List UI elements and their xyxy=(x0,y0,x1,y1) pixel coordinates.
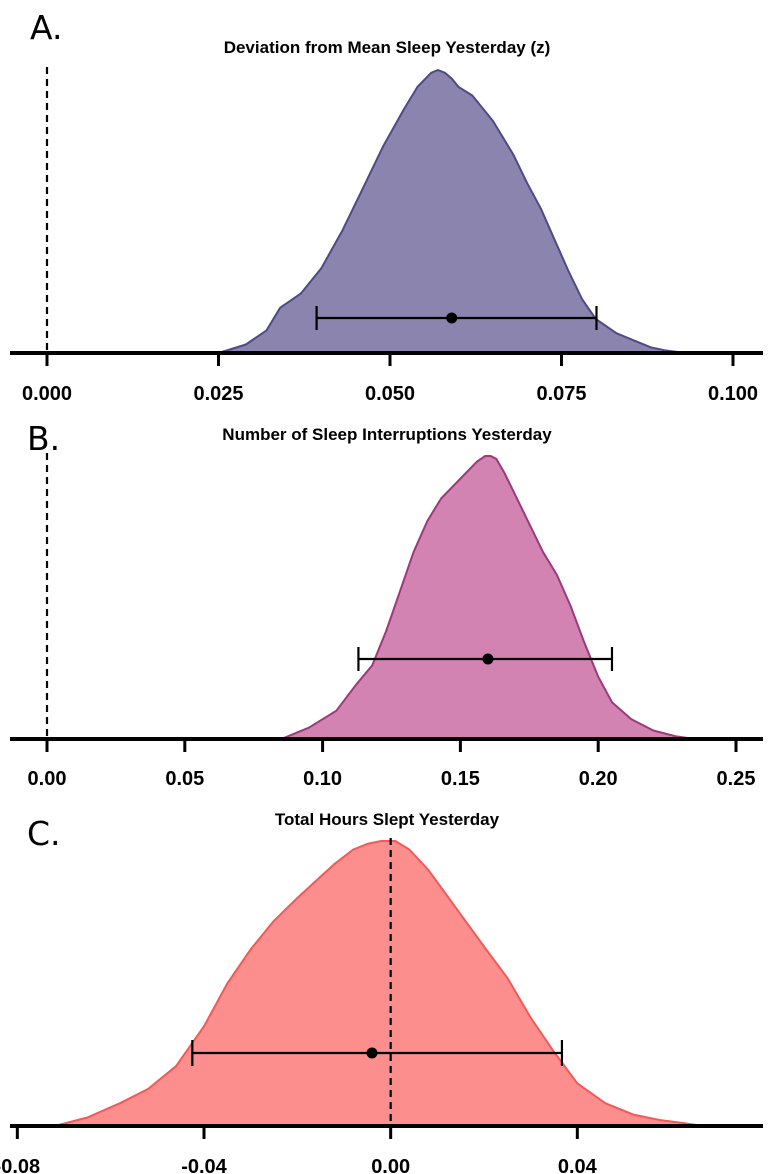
x-tick-label: 0.000 xyxy=(22,383,72,405)
panel-a: A. Deviation from Mean Sleep Yesterday (… xyxy=(10,8,763,405)
panel-title: Total Hours Slept Yesterday xyxy=(275,810,500,829)
point-estimate xyxy=(366,1047,378,1059)
density-area xyxy=(53,840,705,1127)
x-tick-label: 0.100 xyxy=(708,383,758,405)
density-area xyxy=(280,455,696,740)
x-tick-label: 0.050 xyxy=(365,383,415,405)
x-tick-label: 0.20 xyxy=(579,768,618,790)
x-tick-label: 0.05 xyxy=(165,768,204,790)
x-tick-label: 0.04 xyxy=(558,1156,598,1174)
x-tick-label: 0.025 xyxy=(193,383,243,405)
panel-letter: A. xyxy=(30,8,62,47)
x-tick-label: 0.00 xyxy=(28,768,67,790)
plot-area: 0.00 0.05 0.10 0.15 0.20 0.25 xyxy=(10,453,763,790)
point-estimate xyxy=(446,312,458,324)
x-tick-label: 0.15 xyxy=(441,768,480,790)
x-tick-label: 0.25 xyxy=(717,768,756,790)
x-tick-label: 0.00 xyxy=(371,1156,410,1174)
panel-b: B. Number of Sleep Interruptions Yesterd… xyxy=(10,419,763,790)
plot-area: 0.000 0.025 0.050 0.075 0.100 xyxy=(10,67,763,405)
x-tick-label: 0.10 xyxy=(303,768,342,790)
x-tick-label: 0.075 xyxy=(536,383,586,405)
panel-letter: B. xyxy=(27,419,60,458)
density-area xyxy=(217,69,686,354)
x-tick-label: -0.08 xyxy=(0,1156,40,1174)
point-estimate xyxy=(482,653,494,665)
panel-title: Deviation from Mean Sleep Yesterday (z) xyxy=(224,38,551,57)
plot-area: -0.08 -0.04 0.00 0.04 xyxy=(0,838,763,1174)
panel-letter: C. xyxy=(27,814,61,853)
x-tick-label: -0.04 xyxy=(181,1156,227,1174)
panel-title: Number of Sleep Interruptions Yesterday xyxy=(222,425,552,444)
panel-c: C. Total Hours Slept Yesterday -0.08-0.0… xyxy=(0,810,763,1174)
